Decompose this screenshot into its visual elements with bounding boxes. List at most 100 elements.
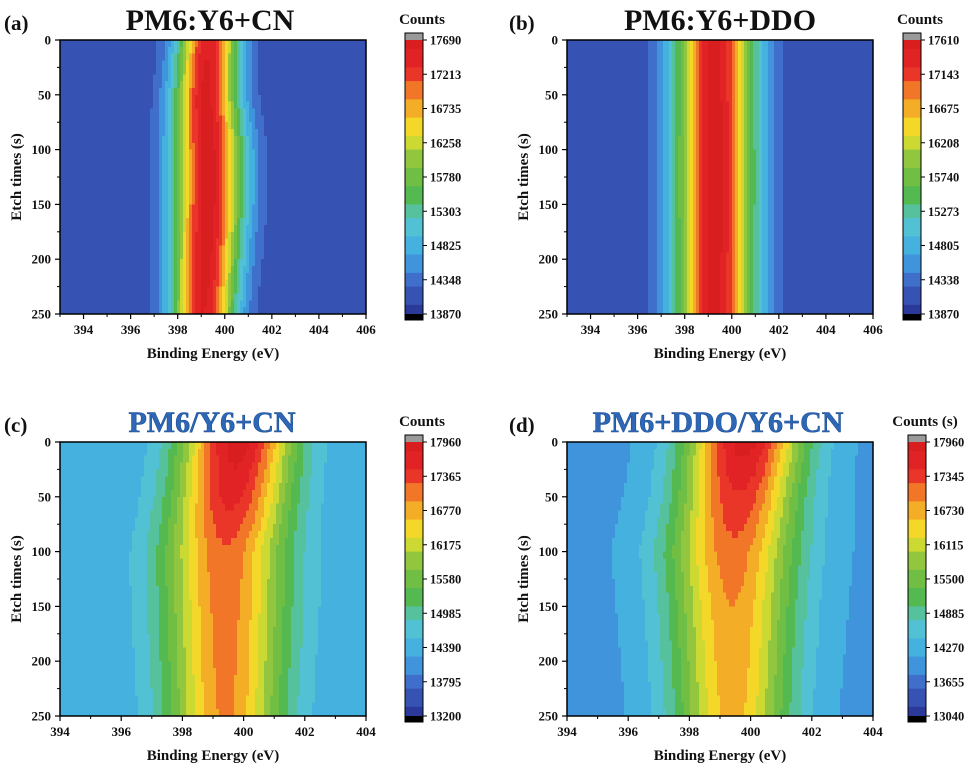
- heatmap-cell: [123, 245, 127, 253]
- heatmap-cell: [276, 142, 280, 151]
- heatmap-cell: [300, 94, 304, 103]
- heatmap-cell: [306, 259, 310, 267]
- heatmap-cell: [351, 81, 355, 89]
- heatmap-cell: [357, 129, 361, 137]
- heatmap-cell: [156, 190, 160, 199]
- heatmap-cell: [108, 142, 112, 151]
- heatmap-cell: [231, 74, 235, 82]
- heatmap-cell: [261, 238, 265, 247]
- heatmap-cell: [321, 135, 325, 144]
- heatmap-cell: [342, 190, 346, 199]
- heatmap-cell: [102, 142, 106, 151]
- heatmap-cell: [264, 170, 268, 178]
- heatmap-cell: [90, 224, 94, 233]
- heatmap-cell: [270, 149, 274, 158]
- heatmap-cell: [102, 115, 106, 123]
- heatmap-cell: [264, 231, 268, 240]
- heatmap-cell: [264, 40, 268, 48]
- heatmap-cell: [93, 156, 97, 164]
- heatmap-cell: [150, 122, 154, 130]
- heatmap-cell: [129, 108, 133, 116]
- heatmap-cell: [84, 170, 88, 178]
- heatmap-cell: [228, 142, 232, 151]
- heatmap-cell: [219, 218, 223, 226]
- heatmap-cell: [294, 238, 298, 247]
- heatmap-cell: [69, 122, 73, 130]
- heatmap-cell: [213, 67, 217, 75]
- heatmap-cell: [75, 81, 79, 89]
- heatmap-cell: [264, 149, 268, 158]
- heatmap-cell: [147, 40, 151, 48]
- heatmap-cell: [105, 149, 109, 158]
- heatmap-cell: [123, 101, 127, 110]
- heatmap-cell: [357, 238, 361, 247]
- heatmap-cell: [237, 177, 241, 185]
- heatmap-cell: [249, 74, 253, 82]
- heatmap-cell: [120, 156, 124, 164]
- heatmap-cell: [63, 190, 67, 199]
- heatmap-cell: [207, 142, 211, 151]
- heatmap-cell: [78, 149, 82, 158]
- heatmap-cell: [270, 170, 274, 178]
- heatmap-cell: [231, 259, 235, 267]
- heatmap-cell: [249, 252, 253, 260]
- heatmap-cell: [207, 129, 211, 137]
- heatmap-cell: [348, 94, 352, 103]
- heatmap-cell: [222, 81, 226, 89]
- heatmap-cell: [189, 163, 193, 171]
- heatmap-cell: [267, 170, 271, 178]
- heatmap-cell: [306, 40, 310, 48]
- heatmap-cell: [177, 122, 181, 130]
- heatmap-cell: [231, 163, 235, 171]
- heatmap-cell: [66, 122, 70, 130]
- heatmap-cell: [117, 163, 121, 171]
- heatmap-cell: [117, 238, 121, 247]
- heatmap-cell: [165, 231, 169, 240]
- heatmap-cell: [171, 231, 175, 240]
- heatmap-cell: [348, 231, 352, 240]
- heatmap-cell: [192, 101, 196, 110]
- heatmap-cell: [237, 122, 241, 130]
- heatmap-cell: [216, 156, 220, 164]
- heatmap-cell: [198, 67, 202, 75]
- heatmap-cell: [189, 74, 193, 82]
- heatmap-cell: [213, 81, 217, 89]
- heatmap-cell: [222, 67, 226, 75]
- heatmap-cell: [357, 142, 361, 151]
- heatmap-cell: [87, 218, 91, 226]
- heatmap-cell: [162, 122, 166, 130]
- heatmap-cell: [102, 238, 106, 247]
- heatmap-cell: [144, 224, 148, 233]
- heatmap-cell: [108, 183, 112, 192]
- heatmap-cell: [246, 224, 250, 233]
- heatmap-cell: [231, 231, 235, 240]
- heatmap-cell: [147, 177, 151, 185]
- heatmap-cell: [342, 87, 346, 96]
- heatmap-cell: [309, 183, 313, 192]
- heatmap-cell: [300, 211, 304, 219]
- heatmap-cell: [318, 101, 322, 110]
- heatmap-cell: [93, 190, 97, 199]
- heatmap-cell: [117, 197, 121, 205]
- heatmap-cell: [192, 238, 196, 247]
- heatmap-cell: [168, 170, 172, 178]
- heatmap-cell: [168, 266, 172, 274]
- heatmap-cell: [324, 67, 328, 75]
- heatmap-cell: [204, 135, 208, 144]
- heatmap-cell: [69, 67, 73, 75]
- heatmap-cell: [84, 115, 88, 123]
- heatmap-cell: [69, 197, 73, 205]
- heatmap-cell: [156, 259, 160, 267]
- heatmap-cell: [102, 231, 106, 240]
- heatmap-cell: [171, 204, 175, 212]
- heatmap-cell: [276, 129, 280, 137]
- heatmap-cell: [168, 224, 172, 233]
- heatmap-cell: [297, 245, 301, 253]
- heatmap-cell: [309, 204, 313, 212]
- heatmap-cell: [294, 142, 298, 151]
- heatmap-cell: [207, 218, 211, 226]
- heatmap-cell: [309, 135, 313, 144]
- heatmap-cell: [102, 218, 106, 226]
- heatmap-cell: [348, 170, 352, 178]
- heatmap-cell: [168, 60, 172, 68]
